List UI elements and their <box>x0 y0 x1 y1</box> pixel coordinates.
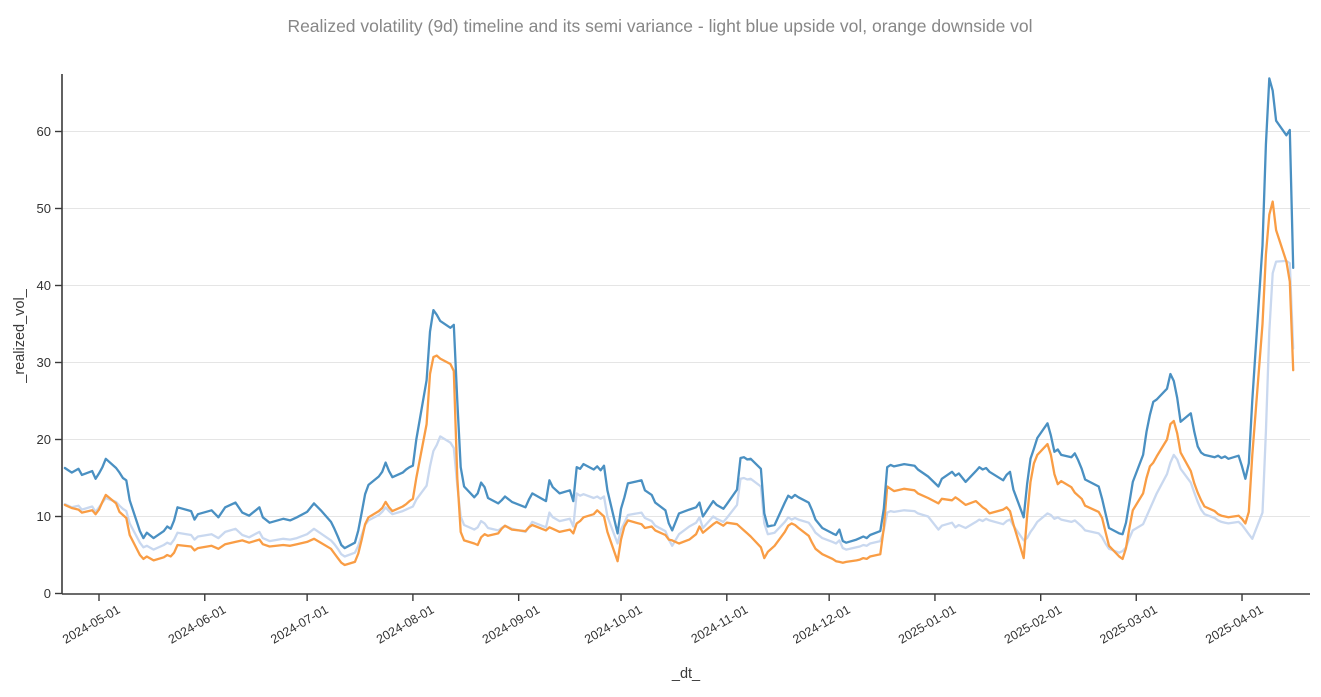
x-tick-label-2025-04-01: 2025-04-01 <box>1203 602 1265 646</box>
y-tick-label-10: 10 <box>37 509 51 524</box>
x-tick-label-2025-02-01: 2025-02-01 <box>1002 602 1064 646</box>
series-line-realized-vol <box>63 77 1295 550</box>
axes: 0 10 20 30 40 50 60 2024-05-01 2024-06-01 2024-07… <box>37 74 1310 647</box>
x-tick-label-2024-07-01: 2024-07-01 <box>268 602 330 646</box>
x-tick-label-2024-12-01: 2024-12-01 <box>790 602 852 646</box>
x-tick-label-2024-11-01: 2024-11-01 <box>689 602 751 646</box>
x-tick-label-2025-03-01: 2025-03-01 <box>1097 602 1159 646</box>
x-tick-label-2024-09-01: 2024-09-01 <box>480 602 542 646</box>
series-line-downside-vol <box>63 200 1295 567</box>
y-tick-label-20: 20 <box>37 432 51 447</box>
x-tick-label-2024-05-01: 2024-05-01 <box>60 602 122 646</box>
y-tick-label-60: 60 <box>37 124 51 139</box>
x-tick-label-2024-10-01: 2024-10-01 <box>582 602 644 646</box>
y-tick-label-30: 30 <box>37 355 51 370</box>
x-tick-label-2025-01-01: 2025-01-01 <box>896 602 958 646</box>
chart-title: Realized volatility (9d) timeline and it… <box>287 16 1032 36</box>
x-axis-label: _dt_ <box>671 666 701 682</box>
y-axis-label: _realized_vol_ <box>12 288 28 383</box>
gridlines <box>62 131 1310 517</box>
y-tick-label-40: 40 <box>37 278 51 293</box>
plot-area <box>63 77 1295 567</box>
x-tick-label-2024-08-01: 2024-08-01 <box>374 602 436 646</box>
y-tick-label-50: 50 <box>37 201 51 216</box>
y-tick-label-0: 0 <box>44 586 51 601</box>
x-tick-label-2024-06-01: 2024-06-01 <box>166 602 228 646</box>
